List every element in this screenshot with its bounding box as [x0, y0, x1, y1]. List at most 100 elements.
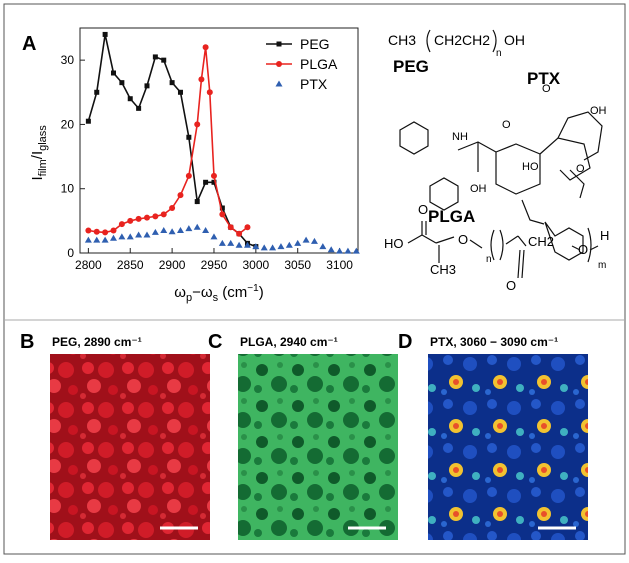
micrograph	[50, 354, 210, 540]
chem-text: HO	[384, 236, 404, 251]
panel-title: PEG, 2890 cm⁻¹	[52, 335, 142, 349]
marker	[244, 224, 251, 231]
chem-text: O	[418, 202, 428, 217]
marker	[203, 179, 209, 185]
chem-text: CH3	[430, 262, 456, 277]
marker	[93, 228, 100, 235]
x-label-part: −ω	[192, 284, 213, 301]
marker	[219, 211, 226, 218]
marker	[85, 118, 91, 124]
marker	[169, 80, 175, 86]
y-label-part: I	[29, 176, 46, 180]
marker	[152, 54, 158, 60]
panel-title: PTX, 3060 − 3090 cm⁻¹	[430, 335, 558, 349]
y-tick-label: 20	[61, 117, 75, 131]
marker	[118, 221, 125, 228]
marker	[275, 80, 283, 87]
series-line	[88, 47, 248, 235]
legend-label: PEG	[300, 36, 330, 52]
marker	[151, 228, 159, 235]
marker	[336, 247, 344, 254]
marker	[260, 244, 268, 251]
marker	[185, 172, 192, 179]
marker	[252, 243, 260, 250]
chem-text: HO	[522, 161, 539, 173]
plga-structure: PLGA HO O O n CH2 O m H CH3 O	[384, 202, 609, 293]
chem-text: OH	[470, 183, 487, 195]
marker	[143, 231, 151, 238]
marker	[126, 233, 134, 240]
marker	[101, 236, 109, 243]
marker	[235, 241, 243, 248]
y-tick-label: 10	[61, 182, 75, 196]
marker	[218, 239, 226, 246]
marker	[177, 192, 184, 199]
y-label-part: /I	[29, 151, 46, 159]
chem-text: O	[578, 242, 588, 257]
marker	[310, 237, 318, 244]
marker	[352, 247, 360, 254]
marker	[160, 227, 168, 233]
marker	[211, 179, 217, 185]
marker	[135, 231, 143, 238]
chem-text: OH	[504, 32, 525, 48]
x-tick-label: 2900	[159, 258, 186, 272]
x-tick-label: 2800	[75, 258, 102, 272]
marker	[143, 214, 150, 221]
chem-text: CH3	[388, 32, 416, 48]
peg-structure: CH3 CH2CH2 n OH PEG	[388, 29, 525, 76]
marker	[84, 236, 92, 243]
marker	[135, 215, 142, 222]
x-label-part: ω	[174, 284, 186, 301]
marker	[102, 229, 109, 236]
marker	[202, 227, 210, 233]
marker	[285, 241, 293, 248]
marker	[236, 230, 243, 237]
panel-title: PLGA, 2940 cm⁻¹	[240, 335, 338, 349]
marker	[277, 243, 285, 250]
y-label-part: film	[37, 159, 49, 176]
x-label-part: s	[213, 292, 219, 304]
marker	[127, 217, 134, 224]
marker	[269, 244, 277, 251]
chem-text: O	[542, 83, 551, 95]
panel-label: B	[20, 331, 34, 353]
chart: 0 10 20 30 2800 2850 2900 2950 3000 3050 3100 Ifilm…	[29, 27, 360, 304]
marker	[160, 211, 167, 218]
marker	[198, 76, 205, 83]
marker	[127, 96, 133, 102]
chem-text: O	[458, 232, 468, 247]
marker	[161, 57, 167, 63]
micrograph	[428, 354, 588, 540]
x-tick-label: 3100	[326, 258, 353, 272]
marker	[276, 41, 282, 47]
structure-name: PLGA	[428, 207, 475, 226]
marker	[152, 213, 159, 220]
chem-text: m	[598, 260, 606, 271]
marker	[177, 89, 183, 95]
marker	[109, 234, 117, 241]
marker	[276, 61, 282, 67]
marker	[302, 236, 310, 243]
marker	[94, 89, 100, 95]
panel-label: D	[398, 331, 412, 353]
marker	[193, 223, 201, 230]
marker	[186, 134, 192, 140]
x-axis-label: ωp−ωs (cm−1)	[174, 283, 263, 304]
marker	[144, 83, 150, 89]
bonds	[399, 111, 603, 261]
chem-text: n	[496, 48, 502, 59]
y-label-part: glass	[37, 125, 49, 151]
marker	[110, 70, 116, 76]
structure-name: PTX	[527, 69, 561, 88]
marker	[327, 246, 335, 253]
legend-label: PLGA	[300, 56, 338, 72]
x-label-part: )	[259, 284, 264, 301]
marker	[102, 31, 108, 37]
marker	[136, 105, 142, 111]
marker	[169, 205, 176, 211]
panel-label: A	[22, 33, 36, 55]
marker	[110, 227, 117, 234]
chem-text: CH2	[528, 234, 554, 249]
marker	[210, 172, 217, 179]
